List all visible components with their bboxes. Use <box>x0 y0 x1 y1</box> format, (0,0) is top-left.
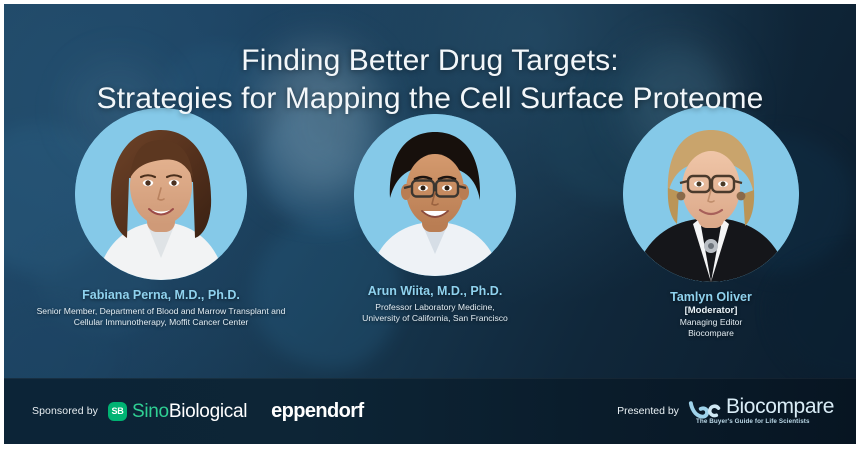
eppendorf-logo[interactable]: eppendorf <box>271 399 364 422</box>
speaker-name: Tamlyn Oliver <box>670 290 752 304</box>
banner-title: Finding Better Drug Targets: Strategies … <box>4 42 856 118</box>
banner-artwork: Finding Better Drug Targets: Strategies … <box>4 4 856 444</box>
portrait-tamlyn-oliver <box>623 106 799 282</box>
avatar <box>354 114 516 276</box>
speaker-list: Fabiana Perna, M.D., Ph.D. Senior Member… <box>4 106 856 388</box>
title-line-1: Finding Better Drug Targets: <box>241 44 619 78</box>
speaker-affiliation: Senior Member, Department of Blood and M… <box>36 306 286 316</box>
avatar <box>75 108 247 280</box>
speaker-role: [Moderator] <box>684 305 738 316</box>
title-line-2: Strategies for Mapping the Cell Surface … <box>96 82 764 116</box>
speaker-affiliation: Professor Laboratory Medicine, <box>375 302 495 312</box>
presented-by-group: Presented by Biocompare The Buyer's Guid… <box>617 378 834 444</box>
sino-biological-logo[interactable]: SB SinoBiological <box>108 401 247 421</box>
biocompare-name: Biocompare <box>725 395 834 419</box>
speaker-name: Arun Wiita, M.D., Ph.D. <box>367 284 503 298</box>
avatar <box>623 106 799 282</box>
biocompare-logo[interactable]: Biocompare The Buyer's Guide for Life Sc… <box>688 396 834 425</box>
speaker-card: Fabiana Perna, M.D., Ph.D. Senior Member… <box>16 108 306 328</box>
speaker-affiliation: Biocompare <box>688 328 734 338</box>
sino-biological-wordmark: SinoBiological <box>132 402 247 421</box>
sponsored-by-label: Sponsored by <box>32 405 98 417</box>
speaker-affiliation: Managing Editor <box>679 317 743 327</box>
sino-badge-icon: SB <box>108 401 127 421</box>
sponsor-footer: Sponsored by SB SinoBiological eppendorf… <box>4 378 856 444</box>
speaker-card: Tamlyn Oliver [Moderator] Managing Edito… <box>566 106 856 339</box>
portrait-arun-wiita <box>354 114 516 276</box>
sino-word: Sino <box>132 400 169 422</box>
biocompare-mark-icon <box>688 401 721 419</box>
speaker-name: Fabiana Perna, M.D., Ph.D. <box>82 288 240 302</box>
speaker-affiliation: University of California, San Francisco <box>362 313 508 323</box>
speaker-affiliation: Cellular Immunotherapy, Moffit Cancer Ce… <box>73 317 249 327</box>
biological-word: Biological <box>168 400 248 422</box>
portrait-fabiana-perna <box>75 108 247 280</box>
biocompare-text-block: Biocompare The Buyer's Guide for Life Sc… <box>696 395 834 425</box>
speaker-card: Arun Wiita, M.D., Ph.D. Professor Labora… <box>300 108 570 324</box>
presented-by-label: Presented by <box>617 405 679 417</box>
biocompare-tagline: The Buyer's Guide for Life Scientists <box>695 418 810 426</box>
sponsored-by-group: Sponsored by SB SinoBiological eppendorf <box>32 378 364 444</box>
